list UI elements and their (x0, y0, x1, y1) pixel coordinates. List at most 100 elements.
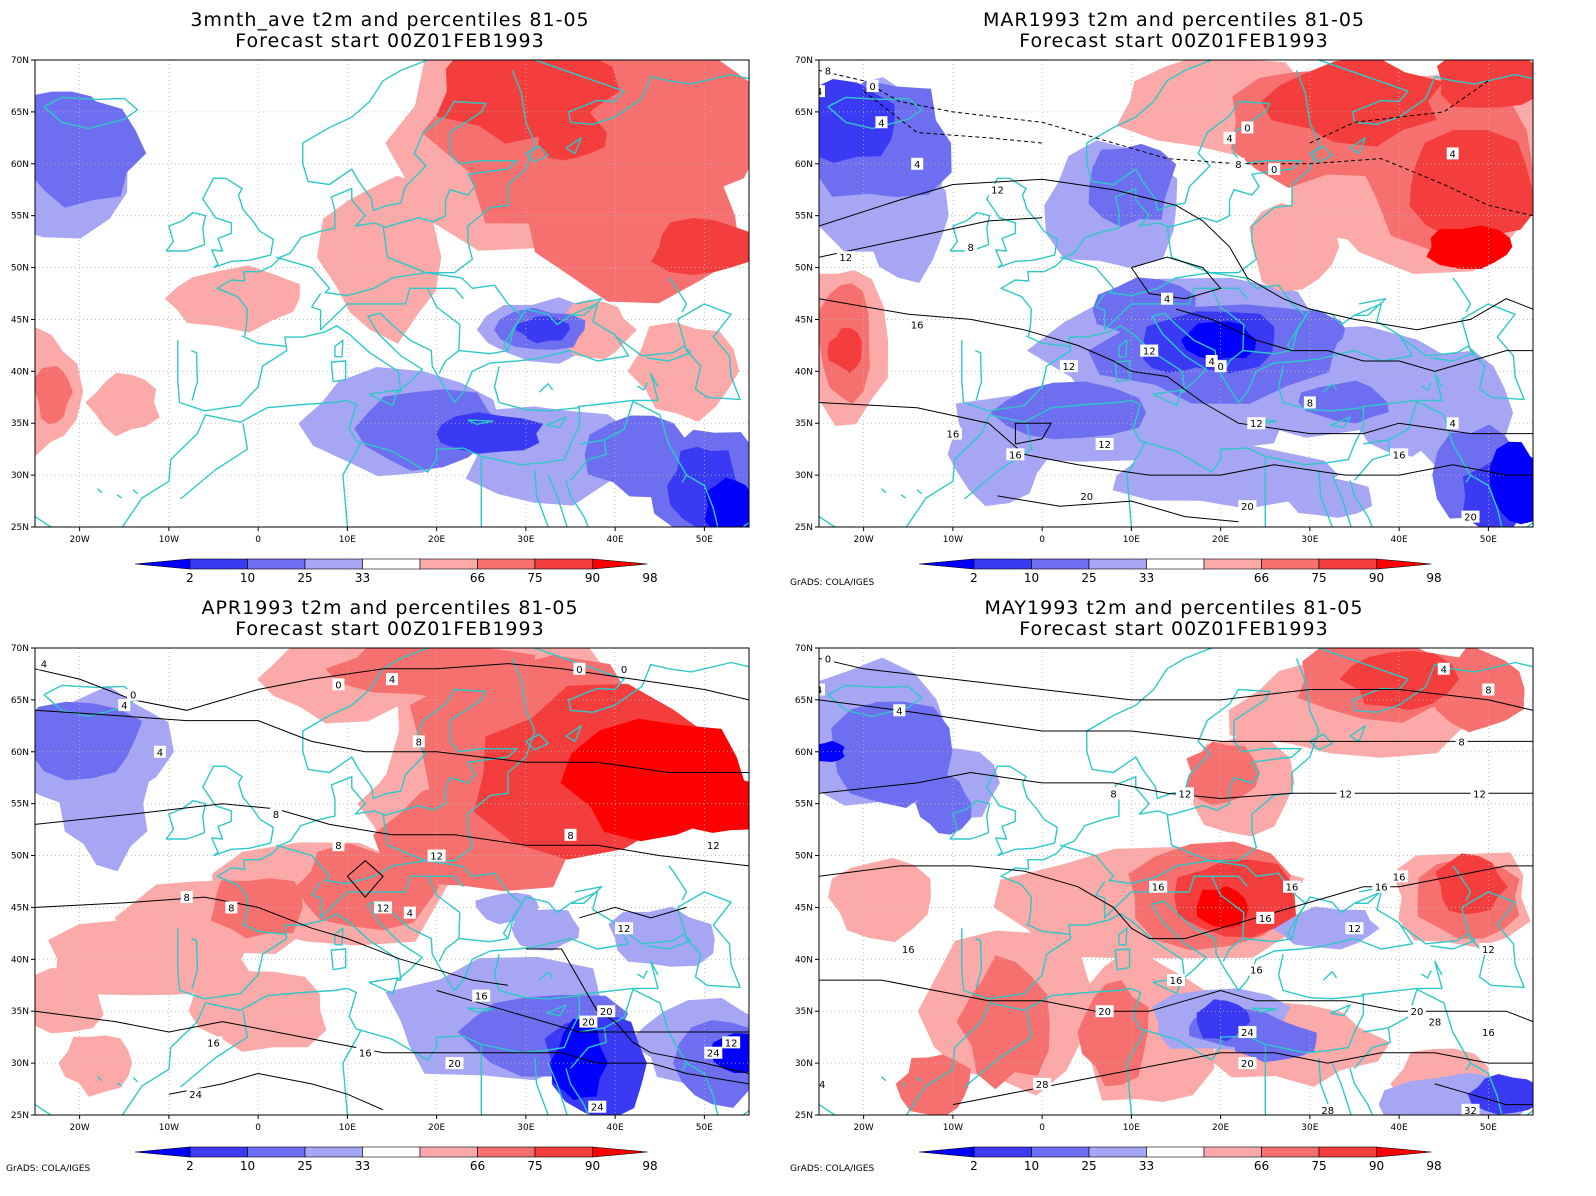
longitude-label: 30E (517, 1123, 534, 1133)
latitude-label: 45N (795, 315, 813, 325)
coastline (974, 349, 983, 401)
colorbar-label: 75 (527, 1159, 542, 1173)
coastline (458, 349, 509, 355)
colorbar-label: 10 (1024, 1159, 1039, 1173)
colorbar-segment (973, 558, 1032, 570)
latitude-label: 45N (795, 903, 813, 913)
contour-label-bg (356, 1046, 375, 1059)
temperature-contours (819, 69, 1533, 523)
coastline (1322, 971, 1338, 981)
longitude-label: 40E (607, 1123, 624, 1133)
contour-label: 20 (1241, 1059, 1254, 1070)
coastline (1251, 1007, 1278, 1013)
panel-subtitle: Forecast start 00Z01FEB1993 (1019, 618, 1329, 640)
contour-label: 16 (207, 1038, 220, 1049)
coastline (1114, 360, 1131, 383)
colorbar-label: 66 (470, 1159, 485, 1173)
coastline (577, 372, 659, 408)
contour-label-bg (1167, 974, 1185, 987)
contour-label: 8 (1110, 789, 1116, 800)
contour-label-bg (615, 922, 634, 935)
coastline (1452, 277, 1472, 313)
coastline (1363, 989, 1418, 1033)
contour-label: 24 (813, 1080, 826, 1091)
colorbar-segment (362, 1146, 421, 1158)
contour-label-bg (1256, 911, 1275, 924)
colorbar-label: 98 (642, 571, 657, 585)
contour-label-bg (1461, 1103, 1480, 1115)
coastline (579, 989, 634, 1033)
contour-label: 12 (839, 253, 852, 264)
contour-label-bg (153, 745, 166, 758)
coastline (1421, 970, 1432, 979)
latitude-labels: 70N 65N 60N 55N 50N 45N 40N 35N 30N 25N (795, 644, 819, 1121)
panel-title: MAY1993 t2m and percentiles 81-05 (984, 597, 1364, 619)
above-normal-shading (58, 1035, 133, 1097)
coastline (1025, 335, 1071, 348)
contour-label: 4 (1164, 295, 1170, 306)
contour-label: 20 (1098, 1007, 1111, 1018)
colorbar-segment (1318, 1146, 1377, 1158)
contour-label: 0 (869, 82, 875, 93)
latitude-label: 50N (795, 852, 813, 862)
contour-line (168, 1072, 384, 1111)
contour-label: 16 (359, 1049, 372, 1060)
latitude-label: 65N (795, 108, 813, 118)
temperature-contours (35, 663, 749, 1111)
coastline (546, 416, 567, 429)
contour-line (819, 657, 1533, 711)
contour-line (819, 178, 1533, 331)
coastline (668, 277, 688, 313)
contour-label: 4 (1449, 419, 1455, 430)
contour-label: 8 (567, 831, 573, 842)
coastline (342, 442, 362, 527)
coastline (202, 765, 274, 857)
coastline (646, 352, 692, 362)
latitude-labels: 70N 65N 60N 55N 50N 45N 40N 35N 30N 25N (11, 644, 35, 1121)
coastline (1059, 844, 1306, 904)
colorbar-arrow-high (1376, 558, 1432, 570)
contour-label-bg (821, 64, 834, 77)
coastline (949, 211, 991, 252)
colorbar-label: 90 (1369, 571, 1384, 585)
contour-label-bg (573, 662, 586, 675)
above-normal-shading (35, 366, 73, 425)
above-normal-shading (489, 60, 562, 102)
longitude-label: 30E (1301, 1123, 1318, 1133)
contour-label: 16 (1482, 1028, 1495, 1039)
colorbar-label: 10 (1024, 571, 1039, 585)
colorbar-label: 2 (970, 571, 978, 585)
contour-label: 4 (407, 909, 413, 920)
contour-label: 24 (189, 1090, 202, 1101)
contour-label-bg (445, 1057, 464, 1070)
longitude-label: 10W (943, 535, 963, 545)
contour-label: 12 (725, 1038, 738, 1049)
longitude-label: 50E (1480, 535, 1497, 545)
above-normal-shading (317, 175, 442, 344)
latitude-labels: 70N 65N 60N 55N 50N 45N 40N 35N 30N 25N (795, 56, 819, 533)
colorbar-segment (304, 558, 363, 570)
coastline (1242, 349, 1293, 355)
contour-label-bg (332, 839, 345, 852)
coastline (202, 177, 274, 269)
above-normal-shading (827, 327, 862, 374)
colorbar-label: 75 (1311, 1159, 1326, 1173)
longitude-labels: 20W 10W 0 10E 20E 30E 40E 50E (69, 1115, 713, 1133)
colorbar-segment (1146, 1146, 1205, 1158)
coastline (538, 971, 554, 981)
coastline (577, 960, 659, 996)
coastline (368, 389, 399, 407)
contour-label: 4 (914, 160, 920, 171)
colorbar-label: 90 (585, 1159, 600, 1173)
longitude-label: 20E (1212, 1123, 1229, 1133)
panel-title: 3mnth_ave t2m and percentiles 81-05 (190, 9, 590, 31)
contour-line (997, 495, 1239, 523)
contour-label-bg (618, 662, 631, 675)
longitude-label: 20W (853, 535, 873, 545)
coastline (1309, 145, 1333, 163)
coastline (916, 489, 923, 495)
colorbar: 2 10 25 33 66 75 90 98 (918, 1146, 1442, 1173)
